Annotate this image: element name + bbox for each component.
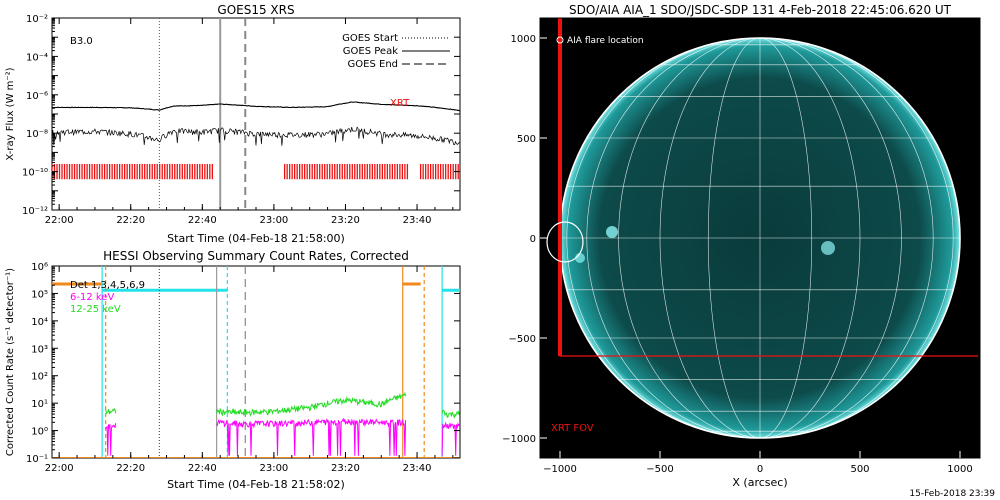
hessi-xtick-label: 23:20 [331,463,360,474]
sdo-ytick-label: −1000 [502,434,536,445]
sdo-longitude-line [566,37,761,439]
hessi-ytick-label: 10⁰ [31,427,48,438]
sdo-xtick-label: −500 [646,464,673,475]
goes-ytick-label: 10⁻⁶ [26,91,48,102]
sdo-ytick-label: 1000 [511,34,536,45]
hessi-series-12-25kev [105,408,117,415]
sdo-xlabel: X (arcsec) [732,476,787,489]
hessi-ytick-label: 10³ [31,344,48,355]
hessi-xtick-label: 23:40 [403,463,432,474]
sdo-ytick-label: 0 [530,234,536,245]
sdo-xtick-label: 0 [757,464,763,475]
goes-title: GOES15 XRS [217,3,294,17]
goes-legend-end: GOES End [348,59,398,70]
hessi-xtick-label: 22:00 [45,463,74,474]
hessi-xtick-label: 22:40 [188,463,217,474]
sdo-longitude-line [759,37,813,439]
goes-ytick-label: 10⁻² [26,14,48,25]
active-region-1 [606,226,618,238]
sdo-ytick-label: 500 [517,134,536,145]
hessi-legend-high: 12-25 keV [70,304,121,315]
goes-xtick-label: 22:00 [45,215,74,226]
goes-legend: GOES Start GOES Peak GOES End [342,33,450,70]
goes-ytick-label: 10⁻¹⁰ [22,168,48,179]
sdo-longitude-line [707,37,761,439]
goes-legend-start: GOES Start [342,33,398,44]
goes-xtick-label: 22:20 [116,215,145,226]
hessi-ytick-label: 10² [31,372,48,383]
active-region-2 [821,241,835,255]
hessi-legend-det: Det 1,3,4,5,6,9 [70,280,145,291]
goes-xrt-label: XRT [390,98,410,109]
goes-panel: GOES15 XRS B3.0 22:00 22:20 22:40 23:00 23:2… [5,3,461,245]
footer-timestamp: 15-Feb-2018 23:39 [909,489,995,499]
sdo-legend-label: AIA flare location [567,36,644,46]
hessi-series-6-12kev [441,421,460,456]
goes-series-short [52,126,460,146]
hessi-legend-low: 6-12 keV [70,292,114,303]
hessi-xlabel: Start Time (04-Feb-18 21:58:02) [167,478,345,491]
goes-xtick-label: 23:20 [331,215,360,226]
aia-flare-location-marker [546,221,584,263]
sdo-legend-marker [556,36,564,44]
sdo-longitude-line [586,37,761,439]
goes-ytick-label: 10⁻⁸ [26,129,48,140]
goes-annotation: B3.0 [70,36,93,47]
sdo-longitude-line [759,37,934,439]
sdo-xtick-label: −1000 [543,464,577,475]
hessi-series-6-12kev [105,423,117,456]
goes-ytick-label: 10⁻¹² [22,206,48,217]
goes-legend-peak: GOES Peak [343,46,398,57]
hessi-ytick-label: 10⁻¹ [26,454,48,465]
sdo-xtick-label: 500 [850,464,869,475]
hessi-ytick-label: 10⁵ [31,289,48,300]
goes-series-long [52,101,460,112]
hessi-xtick-label: 23:00 [259,463,288,474]
sdo-longitude-line [759,37,861,439]
hessi-title: HESSI Observing Summary Count Rates, Cor… [103,249,409,263]
hessi-xtick-label: 22:20 [116,463,145,474]
hessi-ytick-label: 10⁴ [31,317,48,328]
goes-ytick-label: 10⁻⁴ [26,52,48,63]
sdo-fov-label: XRT FOV [551,423,594,434]
goes-ylabel: X-ray Flux (W m⁻²) [5,67,16,160]
sdo-ytick-label: −500 [509,334,536,345]
goes-xtick-label: 22:40 [188,215,217,226]
hessi-panel: HESSI Observing Summary Count Rates, Cor… [5,249,461,491]
sdo-longitude-line [618,37,761,439]
hessi-series-12-25kev [441,409,460,419]
hessi-ytick-label: 10⁶ [31,262,48,273]
goes-frame [51,17,461,211]
sdo-panel: SDO/AIA AIA_1 SDO/JSDC-SDP 131 4-Feb-201… [502,3,981,489]
sdo-longitude-line [759,37,902,439]
goes-xtick-label: 23:40 [403,215,432,226]
hessi-series-12-25kev [216,391,407,417]
sdo-title: SDO/AIA AIA_1 SDO/JSDC-SDP 131 4-Feb-201… [569,3,952,17]
hessi-ylabel: Corrected Count Rate (s⁻¹ detector⁻¹) [5,268,16,456]
sdo-xtick-label: 1000 [947,464,972,475]
goes-xtick-label: 23:00 [259,215,288,226]
sdo-longitude-line [659,37,761,439]
hessi-ytick-label: 10¹ [31,399,48,410]
hessi-legend: Det 1,3,4,5,6,9 6-12 keV 12-25 keV [70,280,145,315]
sdo-longitude-line [759,37,954,439]
goes-xlabel: Start Time (04-Feb-18 21:58:00) [167,232,345,245]
hessi-series-6-12kev [216,417,407,456]
